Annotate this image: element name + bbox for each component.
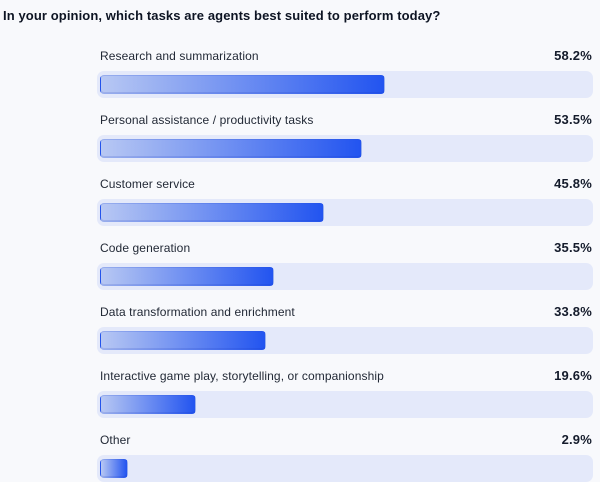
bar-label: Personal assistance / productivity tasks	[100, 113, 314, 127]
bar-row-header: Customer service 45.8%	[97, 176, 593, 192]
bar-row: Other 2.9%	[97, 432, 593, 482]
bar-row-header: Interactive game play, storytelling, or …	[97, 368, 593, 384]
bar-row: Code generation 35.5%	[97, 240, 593, 290]
bar-row: Interactive game play, storytelling, or …	[97, 368, 593, 418]
bar-track	[97, 455, 593, 482]
bar-value: 35.5%	[554, 240, 592, 255]
bar-track	[97, 135, 593, 162]
bar-track	[97, 71, 593, 98]
bar-row-header: Other 2.9%	[97, 432, 593, 448]
chart-title: In your opinion, which tasks are agents …	[3, 8, 441, 23]
bar-value: 53.5%	[554, 112, 592, 127]
bar-fill	[100, 331, 266, 350]
bar-row: Customer service 45.8%	[97, 176, 593, 226]
bar-row: Personal assistance / productivity tasks…	[97, 112, 593, 162]
bar-fill	[100, 267, 274, 286]
bar-label: Other	[100, 433, 131, 447]
bar-track	[97, 327, 593, 354]
bar-value: 58.2%	[554, 48, 592, 63]
bar-track	[97, 391, 593, 418]
bar-value: 33.8%	[554, 304, 592, 319]
bar-row-header: Code generation 35.5%	[97, 240, 593, 256]
bar-row-header: Personal assistance / productivity tasks…	[97, 112, 593, 128]
bar-fill	[100, 75, 386, 94]
bar-label: Code generation	[100, 241, 191, 255]
bar-value: 2.9%	[561, 432, 592, 447]
bar-row-header: Data transformation and enrichment 33.8%	[97, 304, 593, 320]
bar-label: Customer service	[100, 177, 195, 191]
bar-track	[97, 263, 593, 290]
bar-fill	[100, 203, 325, 222]
bar-track	[97, 199, 593, 226]
bar-chart: Research and summarization 58.2% Persona…	[97, 48, 593, 482]
bar-label: Data transformation and enrichment	[100, 305, 295, 319]
bar-row: Research and summarization 58.2%	[97, 48, 593, 98]
bar-label: Interactive game play, storytelling, or …	[100, 369, 384, 383]
bar-row: Data transformation and enrichment 33.8%	[97, 304, 593, 354]
bar-value: 19.6%	[554, 368, 592, 383]
bar-fill	[100, 395, 197, 414]
bar-fill	[100, 139, 363, 158]
bar-label: Research and summarization	[100, 49, 259, 63]
bar-row-header: Research and summarization 58.2%	[97, 48, 593, 64]
bar-fill	[100, 459, 128, 478]
bar-value: 45.8%	[554, 176, 592, 191]
